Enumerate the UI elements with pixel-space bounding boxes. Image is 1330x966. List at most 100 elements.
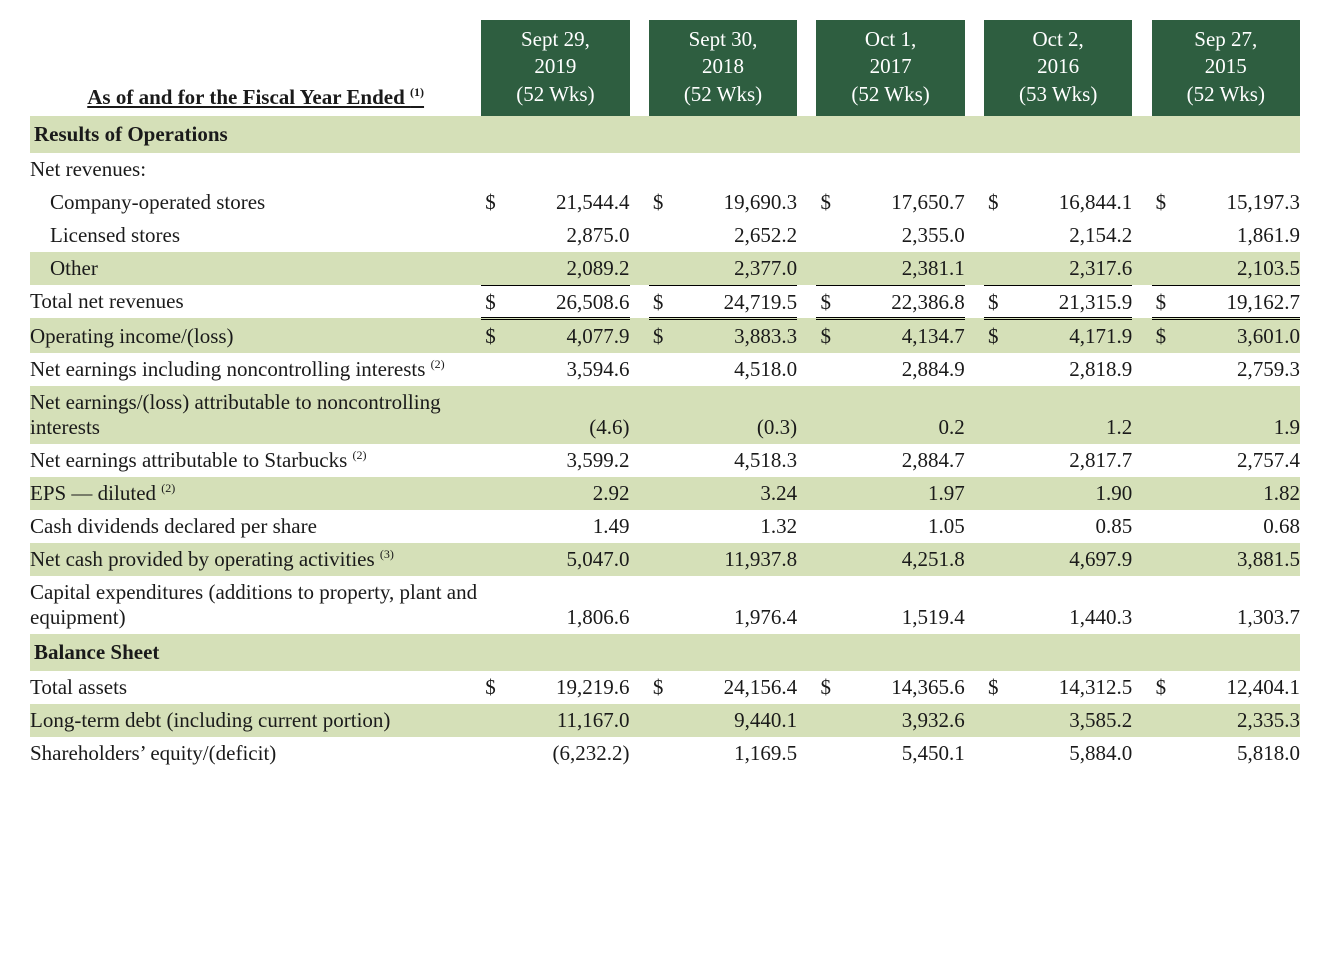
currency-symbol [481, 219, 507, 252]
cell-value: 19,690.3 [675, 186, 797, 219]
cell-value: 3.24 [675, 477, 797, 510]
currency-symbol [649, 153, 675, 186]
cell-value: 4,251.8 [842, 543, 964, 576]
currency-symbol: $ [649, 186, 675, 219]
cell-value: 1.05 [842, 510, 964, 543]
currency-symbol: $ [984, 186, 1010, 219]
row-label: Cash dividends declared per share [30, 510, 481, 543]
cell-value: 5,884.0 [1010, 737, 1132, 770]
currency-symbol [984, 510, 1010, 543]
cell-value: 1.97 [842, 477, 964, 510]
currency-symbol: $ [816, 285, 842, 318]
currency-symbol [816, 444, 842, 477]
cell-value: 2,335.3 [1177, 704, 1300, 737]
currency-symbol [984, 444, 1010, 477]
cell-value: 1,440.3 [1010, 576, 1132, 634]
row-label: Net earnings attributable to Starbucks (… [30, 444, 481, 477]
cell-value: 24,719.5 [675, 285, 797, 318]
table-row: Net earnings attributable to Starbucks (… [30, 444, 1300, 477]
currency-symbol [481, 353, 507, 386]
cell-value: 5,818.0 [1177, 737, 1300, 770]
currency-symbol: $ [649, 671, 675, 704]
cell-value: 1,806.6 [507, 576, 629, 634]
cell-value: 3,881.5 [1177, 543, 1300, 576]
cell-value: (0.3) [675, 386, 797, 444]
cell-value: 1,519.4 [842, 576, 964, 634]
cell-value: 21,544.4 [507, 186, 629, 219]
cell-value: 19,219.6 [507, 671, 629, 704]
currency-symbol [649, 219, 675, 252]
currency-symbol [481, 704, 507, 737]
cell-value: 1,169.5 [675, 737, 797, 770]
table-row: Shareholders’ equity/(deficit)(6,232.2)1… [30, 737, 1300, 770]
currency-symbol: $ [984, 285, 1010, 318]
currency-symbol [816, 737, 842, 770]
currency-symbol [649, 477, 675, 510]
cell-value: 5,047.0 [507, 543, 629, 576]
table-row: Company-operated stores$21,544.4$19,690.… [30, 186, 1300, 219]
cell-value: 1.49 [507, 510, 629, 543]
table-row: Total net revenues$26,508.6$24,719.5$22,… [30, 285, 1300, 318]
currency-symbol [649, 737, 675, 770]
row-label: Long-term debt (including current portio… [30, 704, 481, 737]
cell-value: 1.2 [1010, 386, 1132, 444]
header-title: As of and for the Fiscal Year Ended (1) [30, 20, 481, 116]
currency-symbol: $ [984, 671, 1010, 704]
currency-symbol [984, 737, 1010, 770]
row-label: Net earnings/(loss) attributable to nonc… [30, 386, 481, 444]
cell-value: 1.82 [1177, 477, 1300, 510]
cell-value: 3,932.6 [842, 704, 964, 737]
cell-value: 21,315.9 [1010, 285, 1132, 318]
cell-value: 4,518.0 [675, 353, 797, 386]
currency-symbol [1152, 252, 1178, 286]
row-label: Net revenues: [30, 153, 481, 186]
cell-value: 3,883.3 [675, 318, 797, 353]
currency-symbol: $ [984, 318, 1010, 353]
cell-value: 2,817.7 [1010, 444, 1132, 477]
table-row: Long-term debt (including current portio… [30, 704, 1300, 737]
cell-value: 11,167.0 [507, 704, 629, 737]
table-row: Results of Operations [30, 116, 1300, 153]
cell-value: 2,884.7 [842, 444, 964, 477]
cell-value: 26,508.6 [507, 285, 629, 318]
cell-value: 2,103.5 [1177, 252, 1300, 286]
row-label: Net earnings including noncontrolling in… [30, 353, 481, 386]
currency-symbol [481, 477, 507, 510]
section-label: Balance Sheet [30, 634, 1300, 671]
currency-symbol [816, 477, 842, 510]
section-label: Results of Operations [30, 116, 1300, 153]
currency-symbol [984, 219, 1010, 252]
table-row: Cash dividends declared per share1.491.3… [30, 510, 1300, 543]
cell-value: 1.90 [1010, 477, 1132, 510]
cell-value: 4,171.9 [1010, 318, 1132, 353]
period-header-1: Sept 30,2018(52 Wks) [649, 20, 797, 116]
currency-symbol [816, 543, 842, 576]
row-label: Shareholders’ equity/(deficit) [30, 737, 481, 770]
currency-symbol [984, 704, 1010, 737]
currency-symbol [1152, 737, 1178, 770]
cell-value: 1,861.9 [1177, 219, 1300, 252]
currency-symbol [481, 444, 507, 477]
cell-value: 2,818.9 [1010, 353, 1132, 386]
cell-value: 2,089.2 [507, 252, 629, 286]
cell-value: 3,601.0 [1177, 318, 1300, 353]
currency-symbol: $ [816, 318, 842, 353]
cell-value: 2,884.9 [842, 353, 964, 386]
currency-symbol [1152, 510, 1178, 543]
currency-symbol: $ [1152, 285, 1178, 318]
cell-value: 19,162.7 [1177, 285, 1300, 318]
currency-symbol: $ [649, 318, 675, 353]
currency-symbol [816, 576, 842, 634]
currency-symbol [984, 477, 1010, 510]
currency-symbol: $ [649, 285, 675, 318]
currency-symbol [816, 252, 842, 286]
currency-symbol [816, 510, 842, 543]
cell-value: 11,937.8 [675, 543, 797, 576]
cell-value: 4,518.3 [675, 444, 797, 477]
currency-symbol [1152, 704, 1178, 737]
row-label: Licensed stores [30, 219, 481, 252]
currency-symbol: $ [1152, 318, 1178, 353]
cell-value: 2,377.0 [675, 252, 797, 286]
row-label: Net cash provided by operating activitie… [30, 543, 481, 576]
cell-value: 4,697.9 [1010, 543, 1132, 576]
